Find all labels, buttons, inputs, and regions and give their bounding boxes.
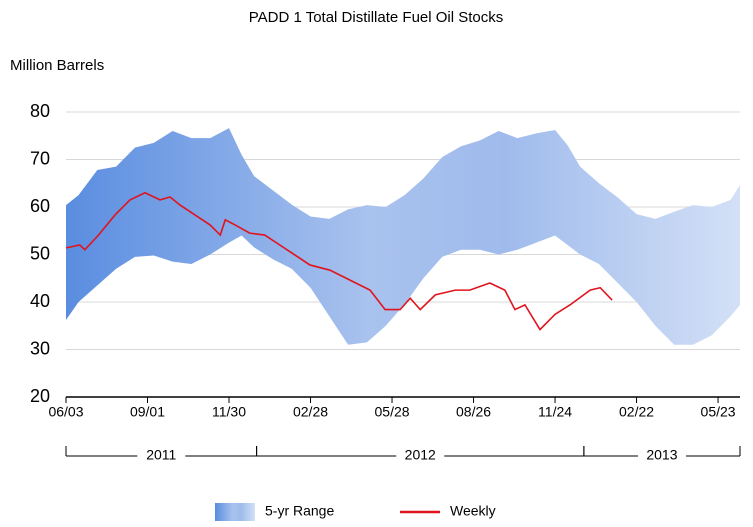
x-tick-label: 08/26	[456, 404, 491, 420]
weekly-line	[65, 191, 613, 331]
y-tick-label: 70	[30, 148, 50, 168]
x-tick-label: 09/01	[130, 404, 165, 420]
range-band	[66, 128, 740, 345]
y-tick-label: 20	[30, 386, 50, 406]
year-label: 2012	[405, 447, 436, 463]
y-tick-label: 30	[30, 338, 50, 358]
year-label-bg	[137, 448, 186, 464]
x-tick-label: 05/23	[701, 404, 736, 420]
legend-label: 5-yr Range	[265, 503, 334, 519]
x-tick-label: 11/30	[212, 404, 246, 420]
x-tick-label: 02/22	[619, 404, 654, 420]
y-tick-label: 40	[30, 291, 50, 311]
year-label: 2011	[146, 447, 176, 463]
y-tick-label: 80	[30, 101, 50, 121]
y-axis-label: Million Barrels	[10, 57, 104, 74]
y-tick-label: 60	[30, 196, 50, 216]
year-label: 2013	[646, 447, 677, 463]
y-tick-label: 50	[30, 243, 50, 263]
year-label-bg	[396, 448, 445, 464]
legend-swatch	[215, 503, 255, 521]
x-tick-label: 05/28	[375, 404, 410, 420]
x-tick-label: 06/03	[48, 404, 83, 420]
chart-title: PADD 1 Total Distillate Fuel Oil Stocks	[249, 9, 504, 26]
x-tick-label: 11/24	[538, 404, 572, 420]
x-tick-label: 02/28	[293, 404, 328, 420]
legend-label: Weekly	[450, 503, 496, 519]
year-label-bg	[637, 448, 686, 464]
